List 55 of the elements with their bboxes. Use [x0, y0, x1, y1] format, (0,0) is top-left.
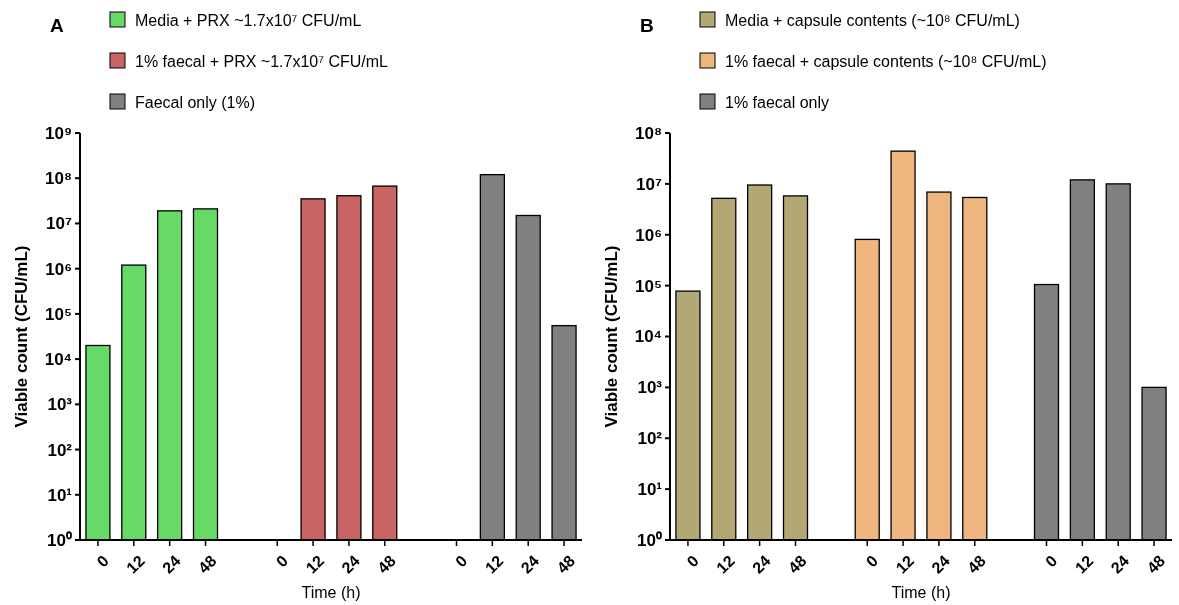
y-tick-label: 10¹ — [47, 485, 73, 505]
y-axis-title: Viable count (CFU/mL) — [12, 245, 31, 428]
y-tick-label: 10³ — [47, 395, 73, 415]
x-tick-label: 48 — [1143, 551, 1169, 577]
x-tick-label: 12 — [481, 551, 507, 577]
y-tick-label: 10⁶ — [45, 259, 72, 279]
x-tick-label: 24 — [749, 551, 774, 577]
x-tick-label: 0 — [272, 551, 292, 571]
chart-title: A — [50, 15, 64, 36]
x-tick-label: 24 — [1107, 551, 1133, 577]
x-tick-label: 12 — [713, 551, 738, 577]
x-tick-label: 48 — [964, 551, 989, 577]
y-tick-label: 10⁰ — [47, 530, 72, 550]
y-tick-label: 10⁷ — [46, 214, 72, 234]
legend-label: Media + PRX ~1.7x10⁷ CFU/mL — [135, 12, 362, 29]
x-tick-label: 48 — [194, 551, 220, 577]
x-tick-label: 12 — [123, 551, 148, 577]
x-tick-label: 0 — [862, 551, 882, 571]
y-tick-label: 10⁷ — [636, 174, 662, 194]
y-tick-label: 10⁸ — [635, 123, 662, 143]
chart-title: B — [640, 15, 654, 36]
y-tick-label: 10⁹ — [45, 123, 72, 143]
x-tick-label: 0 — [452, 551, 471, 571]
x-tick-label: 12 — [302, 551, 328, 577]
y-tick-label: 10² — [637, 429, 663, 449]
x-tick-label: 48 — [374, 551, 399, 577]
y-tick-label: 10³ — [637, 378, 663, 398]
legend-label: 1% faecal only — [725, 94, 830, 111]
y-tick-label: 10¹ — [637, 480, 663, 500]
y-tick-label: 10⁶ — [635, 225, 662, 245]
x-tick-label: 24 — [159, 551, 184, 577]
y-tick-label: 10⁰ — [637, 530, 662, 550]
x-tick-label: 24 — [517, 551, 543, 577]
x-axis-title: Time (h) — [891, 584, 951, 601]
x-tick-label: 0 — [1042, 551, 1061, 571]
legend-label: Media + capsule contents (~10⁸ CFU/mL) — [725, 12, 1020, 29]
x-tick-label: 24 — [928, 551, 954, 577]
x-tick-label: 12 — [1071, 551, 1097, 577]
legend-label: 1% faecal + capsule contents (~10⁸ CFU/mL) — [725, 53, 1047, 70]
y-tick-label: 10⁵ — [45, 304, 72, 324]
x-tick-label: 48 — [784, 551, 810, 577]
y-tick-label: 10⁴ — [634, 327, 662, 347]
y-tick-label: 10² — [47, 440, 73, 460]
y-tick-label: 10⁵ — [635, 276, 662, 296]
x-tick-label: 12 — [892, 551, 918, 577]
x-axis-title: Time (h) — [301, 584, 361, 601]
y-tick-label: 10⁸ — [45, 169, 72, 189]
x-tick-label: 0 — [93, 551, 113, 571]
x-tick-label: 48 — [553, 551, 579, 577]
x-tick-label: 24 — [338, 551, 364, 577]
y-tick-label: 10⁴ — [44, 350, 72, 370]
x-tick-label: 0 — [683, 551, 703, 571]
legend-label: Faecal only (1%) — [135, 94, 256, 111]
legend-label: 1% faecal + PRX ~1.7x10⁷ CFU/mL — [135, 53, 389, 70]
y-axis-title: Viable count (CFU/mL) — [602, 245, 621, 428]
